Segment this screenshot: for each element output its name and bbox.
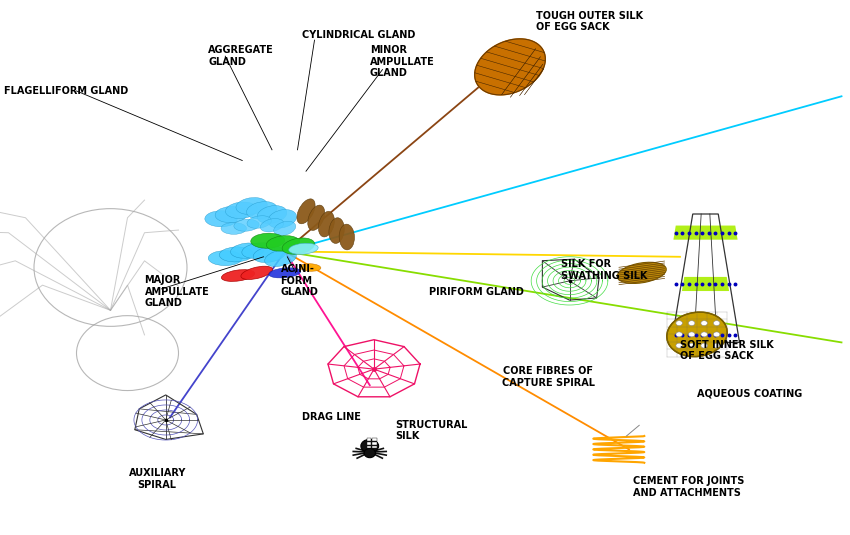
Ellipse shape bbox=[221, 223, 246, 234]
Text: AGGREGATE
GLAND: AGGREGATE GLAND bbox=[208, 45, 274, 67]
Text: MAJOR
AMPULLATE
GLAND: MAJOR AMPULLATE GLAND bbox=[144, 275, 209, 308]
Text: SILK FOR
SWATHING SILK: SILK FOR SWATHING SILK bbox=[561, 259, 648, 281]
Text: AUXILIARY
SPIRAL: AUXILIARY SPIRAL bbox=[128, 468, 186, 490]
Ellipse shape bbox=[688, 343, 695, 348]
Polygon shape bbox=[474, 39, 546, 95]
Ellipse shape bbox=[205, 211, 237, 227]
Ellipse shape bbox=[282, 238, 314, 254]
Ellipse shape bbox=[676, 332, 683, 337]
Ellipse shape bbox=[260, 218, 284, 232]
Ellipse shape bbox=[300, 264, 320, 271]
Text: AQUEOUS COATING: AQUEOUS COATING bbox=[697, 388, 802, 398]
Text: CEMENT FOR JOINTS
AND ATTACHMENTS: CEMENT FOR JOINTS AND ATTACHMENTS bbox=[633, 476, 745, 498]
Ellipse shape bbox=[676, 343, 683, 348]
Ellipse shape bbox=[339, 224, 354, 250]
Text: MINOR
AMPULLATE
GLAND: MINOR AMPULLATE GLAND bbox=[370, 45, 434, 78]
Text: ACINI-
FORM
GLAND: ACINI- FORM GLAND bbox=[280, 264, 319, 297]
Ellipse shape bbox=[234, 219, 259, 231]
Text: PIRIFORM GLAND: PIRIFORM GLAND bbox=[429, 287, 524, 296]
Bar bbox=[372, 446, 377, 448]
Text: CYLINDRICAL GLAND: CYLINDRICAL GLAND bbox=[302, 30, 415, 40]
Ellipse shape bbox=[688, 320, 695, 326]
Ellipse shape bbox=[308, 205, 325, 231]
Ellipse shape bbox=[274, 221, 296, 235]
Bar bbox=[366, 442, 371, 445]
Ellipse shape bbox=[241, 243, 275, 258]
Polygon shape bbox=[682, 277, 729, 291]
Ellipse shape bbox=[251, 233, 285, 248]
Ellipse shape bbox=[364, 448, 376, 457]
Ellipse shape bbox=[713, 332, 720, 337]
Ellipse shape bbox=[361, 439, 378, 453]
Ellipse shape bbox=[688, 332, 695, 337]
Ellipse shape bbox=[253, 246, 286, 263]
Text: FLAGELLIFORM GLAND: FLAGELLIFORM GLAND bbox=[4, 86, 128, 96]
Ellipse shape bbox=[701, 343, 707, 348]
Ellipse shape bbox=[247, 216, 271, 228]
Ellipse shape bbox=[289, 243, 318, 254]
Ellipse shape bbox=[215, 207, 247, 223]
Ellipse shape bbox=[264, 250, 297, 266]
Ellipse shape bbox=[269, 268, 301, 278]
Ellipse shape bbox=[222, 270, 254, 281]
Ellipse shape bbox=[329, 218, 344, 243]
Text: DRAG LINE: DRAG LINE bbox=[302, 412, 360, 422]
Ellipse shape bbox=[319, 211, 334, 237]
Ellipse shape bbox=[268, 210, 297, 228]
Polygon shape bbox=[690, 328, 721, 342]
Ellipse shape bbox=[225, 202, 258, 218]
Ellipse shape bbox=[241, 266, 273, 279]
Ellipse shape bbox=[701, 320, 707, 326]
Bar bbox=[372, 439, 377, 441]
Bar bbox=[366, 439, 371, 441]
Ellipse shape bbox=[713, 320, 720, 326]
Ellipse shape bbox=[701, 332, 707, 337]
Ellipse shape bbox=[258, 205, 286, 224]
Ellipse shape bbox=[246, 202, 277, 219]
Ellipse shape bbox=[230, 243, 264, 258]
Text: CORE FIBRES OF
CAPTURE SPIRAL: CORE FIBRES OF CAPTURE SPIRAL bbox=[502, 366, 595, 388]
Polygon shape bbox=[673, 226, 738, 240]
Ellipse shape bbox=[676, 320, 683, 326]
Ellipse shape bbox=[713, 343, 720, 348]
Text: STRUCTURAL
SILK: STRUCTURAL SILK bbox=[395, 420, 468, 441]
Ellipse shape bbox=[208, 250, 242, 266]
Text: TOUGH OUTER SILK
OF EGG SACK: TOUGH OUTER SILK OF EGG SACK bbox=[536, 11, 643, 32]
Ellipse shape bbox=[666, 312, 728, 357]
Text: SOFT INNER SILK
OF EGG SACK: SOFT INNER SILK OF EGG SACK bbox=[680, 340, 774, 361]
Ellipse shape bbox=[236, 197, 267, 215]
Bar bbox=[372, 442, 377, 445]
Bar bbox=[366, 446, 371, 448]
Ellipse shape bbox=[266, 236, 300, 251]
Ellipse shape bbox=[297, 199, 315, 224]
Ellipse shape bbox=[617, 262, 666, 284]
Ellipse shape bbox=[219, 247, 253, 262]
